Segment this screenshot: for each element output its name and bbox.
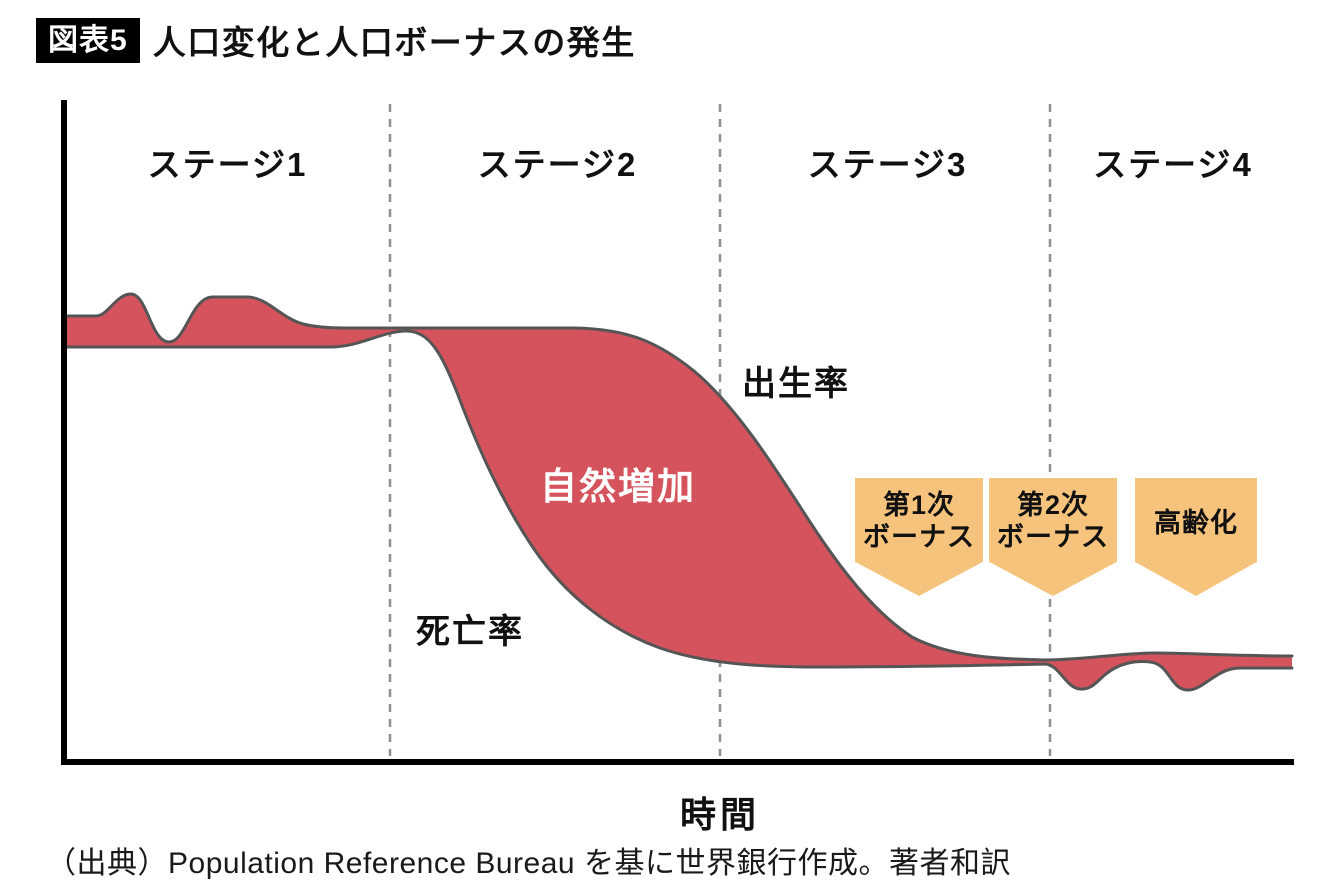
figure-number-badge: 図表5: [36, 17, 140, 63]
natural-increase-area: [64, 294, 1292, 690]
birth-rate-curve: [62, 292, 1294, 662]
first-bonus-line2: ボーナス: [863, 522, 975, 553]
source-note: （出典）Population Reference Bureau を基に世界銀行作…: [46, 847, 1011, 880]
first-bonus-line1: 第1次: [882, 490, 956, 520]
figure-title: 人口変化と人口ボーナスの発生: [152, 24, 636, 61]
death-rate-curve: [62, 329, 1294, 692]
second-bonus-line2: ボーナス: [997, 522, 1109, 553]
stage-label-1: ステージ1: [147, 146, 308, 183]
figure-header: 図表5 人口変化と人口ボーナスの発生: [36, 16, 636, 64]
stage-label-4: ステージ4: [1093, 146, 1253, 183]
stage-label-3: ステージ3: [807, 146, 968, 183]
stage-label-2: ステージ2: [477, 146, 638, 183]
aging-line1: 高齢化: [1154, 508, 1238, 538]
death-rate-label: 死亡率: [416, 613, 524, 651]
x-axis-title: 時間: [679, 794, 760, 835]
second-bonus-line1: 第2次: [1016, 490, 1090, 520]
birth-rate-label: 出生率: [742, 365, 850, 403]
natural-increase-label: 自然増加: [540, 466, 696, 507]
